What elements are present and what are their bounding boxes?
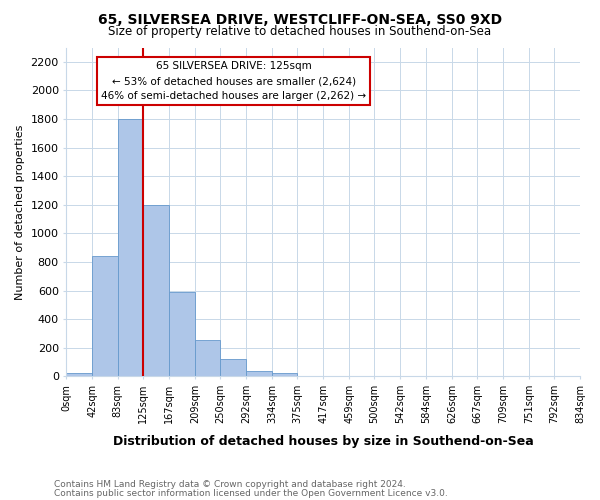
Text: 65, SILVERSEA DRIVE, WESTCLIFF-ON-SEA, SS0 9XD: 65, SILVERSEA DRIVE, WESTCLIFF-ON-SEA, S…	[98, 12, 502, 26]
Text: Contains HM Land Registry data © Crown copyright and database right 2024.: Contains HM Land Registry data © Crown c…	[54, 480, 406, 489]
Bar	[272, 373, 298, 376]
X-axis label: Distribution of detached houses by size in Southend-on-Sea: Distribution of detached houses by size …	[113, 434, 533, 448]
Text: 65 SILVERSEA DRIVE: 125sqm
← 53% of detached houses are smaller (2,624)
46% of s: 65 SILVERSEA DRIVE: 125sqm ← 53% of deta…	[101, 62, 366, 101]
Bar	[220, 358, 246, 376]
Bar	[143, 205, 169, 376]
Bar	[67, 373, 92, 376]
Bar	[118, 119, 143, 376]
Bar	[195, 340, 220, 376]
Bar	[246, 370, 272, 376]
Bar	[92, 256, 118, 376]
Text: Size of property relative to detached houses in Southend-on-Sea: Size of property relative to detached ho…	[109, 25, 491, 38]
Y-axis label: Number of detached properties: Number of detached properties	[15, 124, 25, 300]
Bar	[169, 292, 195, 376]
Text: Contains public sector information licensed under the Open Government Licence v3: Contains public sector information licen…	[54, 489, 448, 498]
